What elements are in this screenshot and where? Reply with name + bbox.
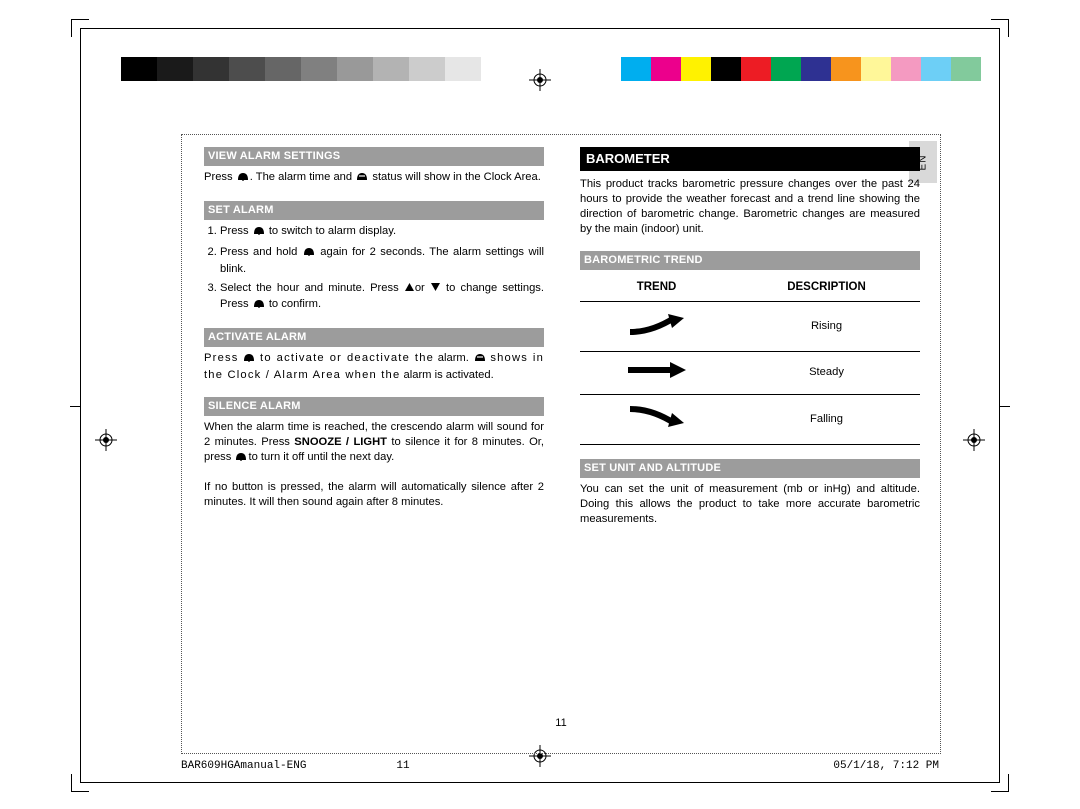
section-heading: ACTIVATE ALARM [204, 328, 544, 347]
swatch [921, 57, 951, 81]
body-text: If no button is pressed, the alarm will … [204, 480, 544, 510]
alarm-bell-icon [234, 450, 248, 467]
alarm-bell-icon [252, 297, 266, 314]
swatch [373, 57, 409, 81]
swatch [831, 57, 861, 81]
swatch [621, 57, 651, 81]
table-row: Steady [580, 352, 920, 394]
swatch [771, 57, 801, 81]
footer: BAR609HGAmanual-ENG 11 05/1/18, 7:12 PM [181, 760, 939, 772]
trend-arrow-falling-icon [580, 394, 733, 444]
trend-arrow-steady-icon [580, 352, 733, 394]
alarm-bell-filled-icon [473, 351, 487, 368]
footer-timestamp: 05/1/18, 7:12 PM [833, 760, 939, 772]
trend-table: TREND DESCRIPTION RisingSteadyFalling [580, 274, 920, 445]
swatch [711, 57, 741, 81]
registration-mark-icon [529, 69, 551, 96]
table-row: Rising [580, 302, 920, 352]
trend-description: Steady [733, 352, 920, 394]
swatch [121, 57, 157, 81]
section-title: BAROMETER [580, 147, 920, 171]
swatch [681, 57, 711, 81]
swatch [891, 57, 921, 81]
list-item: Press to switch to alarm display. [220, 224, 544, 241]
alarm-bell-icon [252, 224, 266, 241]
alarm-bell-icon [236, 170, 250, 187]
trend-description: Rising [733, 302, 920, 352]
footer-filename: BAR609HGAmanual-ENG [181, 760, 306, 772]
section-heading: SILENCE ALARM [204, 397, 544, 416]
page-number: 11 [555, 717, 566, 729]
swatch [741, 57, 771, 81]
table-row: Falling [580, 394, 920, 444]
swatch [409, 57, 445, 81]
print-color-bar [121, 57, 981, 81]
section-heading: VIEW ALARM SETTINGS [204, 147, 544, 166]
page-frame: EN VIEW ALARM SETTINGS Press . The alarm… [80, 28, 1000, 783]
crop-mark [999, 406, 1010, 407]
crop-mark [991, 19, 1009, 37]
swatch [265, 57, 301, 81]
swatch [193, 57, 229, 81]
list-item: Select the hour and minute. Press or to … [220, 281, 544, 314]
swatch [861, 57, 891, 81]
swatch [445, 57, 481, 81]
crop-mark [71, 774, 89, 792]
swatch [801, 57, 831, 81]
down-arrow-icon [430, 282, 441, 297]
alarm-bell-filled-icon [355, 170, 369, 187]
body-text: You can set the unit of measurement (mb … [580, 482, 920, 527]
body-text: This product tracks barometric pressure … [580, 177, 920, 237]
footer-page: 11 [396, 760, 409, 772]
swatch [157, 57, 193, 81]
section-heading: BAROMETRIC TREND [580, 251, 920, 270]
right-column: BAROMETER This product tracks barometric… [580, 147, 920, 533]
registration-mark-icon [963, 429, 985, 456]
table-header: DESCRIPTION [733, 274, 920, 302]
registration-mark-icon [95, 429, 117, 456]
body-text: Press . The alarm time and status will s… [204, 170, 544, 187]
crop-mark [991, 774, 1009, 792]
swatch [337, 57, 373, 81]
crop-mark [70, 406, 81, 407]
trend-arrow-rising-icon [580, 302, 733, 352]
section-heading: SET ALARM [204, 201, 544, 220]
trend-description: Falling [733, 394, 920, 444]
left-column: VIEW ALARM SETTINGS Press . The alarm ti… [204, 147, 544, 533]
up-arrow-icon [404, 282, 415, 297]
body-text: When the alarm time is reached, the cres… [204, 420, 544, 467]
swatch [229, 57, 265, 81]
content-box: EN VIEW ALARM SETTINGS Press . The alarm… [181, 134, 941, 754]
crop-mark [71, 19, 89, 37]
alarm-bell-icon [302, 245, 316, 262]
list-item: Press and hold again for 2 seconds. The … [220, 245, 544, 277]
swatch [651, 57, 681, 81]
swatch [301, 57, 337, 81]
section-heading: SET UNIT AND ALTITUDE [580, 459, 920, 478]
alarm-bell-icon [242, 351, 256, 368]
swatch [951, 57, 981, 81]
ordered-list: Press to switch to alarm display. Press … [204, 224, 544, 315]
body-text: Press to activate or deactivate the alar… [204, 351, 544, 383]
table-header: TREND [580, 274, 733, 302]
